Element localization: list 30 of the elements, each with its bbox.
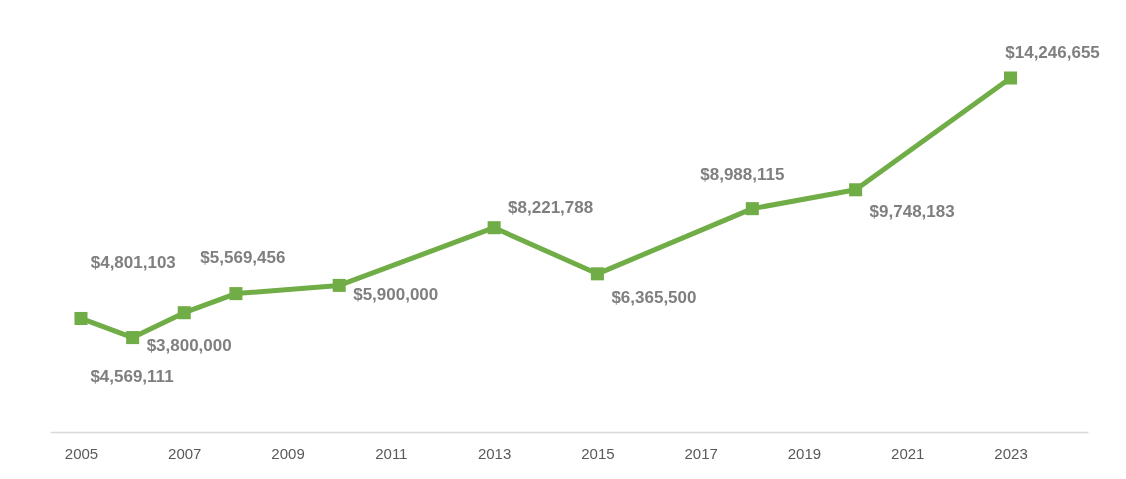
x-tick-label: 2007 xyxy=(168,444,202,462)
point xyxy=(849,183,863,197)
point xyxy=(332,278,346,292)
x-tick-label: 2019 xyxy=(787,444,822,462)
x-tick-label: 2015 xyxy=(581,444,615,462)
data-label: $8,988,115 xyxy=(700,164,785,184)
x-tick-label: 2017 xyxy=(684,444,718,462)
point xyxy=(126,331,140,345)
data-label: $5,569,456 xyxy=(200,247,286,267)
x-tick-label: 2023 xyxy=(994,444,1028,462)
point xyxy=(487,221,501,235)
x-tick-label: 2009 xyxy=(271,444,305,462)
point xyxy=(74,311,88,325)
x-tick-label: 2013 xyxy=(477,444,512,462)
data-label: $6,365,500 xyxy=(611,287,697,307)
point xyxy=(1004,71,1018,85)
point xyxy=(590,267,604,281)
data-label: $9,748,183 xyxy=(869,201,955,221)
point xyxy=(745,202,759,216)
point xyxy=(177,306,191,320)
x-tick-label: 2021 xyxy=(891,444,925,462)
data-label: $4,801,103 xyxy=(90,252,176,272)
data-label: $14,246,655 xyxy=(1005,43,1100,62)
data-label: $5,900,000 xyxy=(353,285,439,305)
point xyxy=(229,287,243,301)
data-label: $3,800,000 xyxy=(146,335,232,355)
x-tick-label: 2005 xyxy=(64,444,99,462)
x-tick-label: 2011 xyxy=(375,444,408,462)
data-label: $4,569,111 xyxy=(90,367,174,387)
data-label: $8,221,788 xyxy=(508,197,594,217)
